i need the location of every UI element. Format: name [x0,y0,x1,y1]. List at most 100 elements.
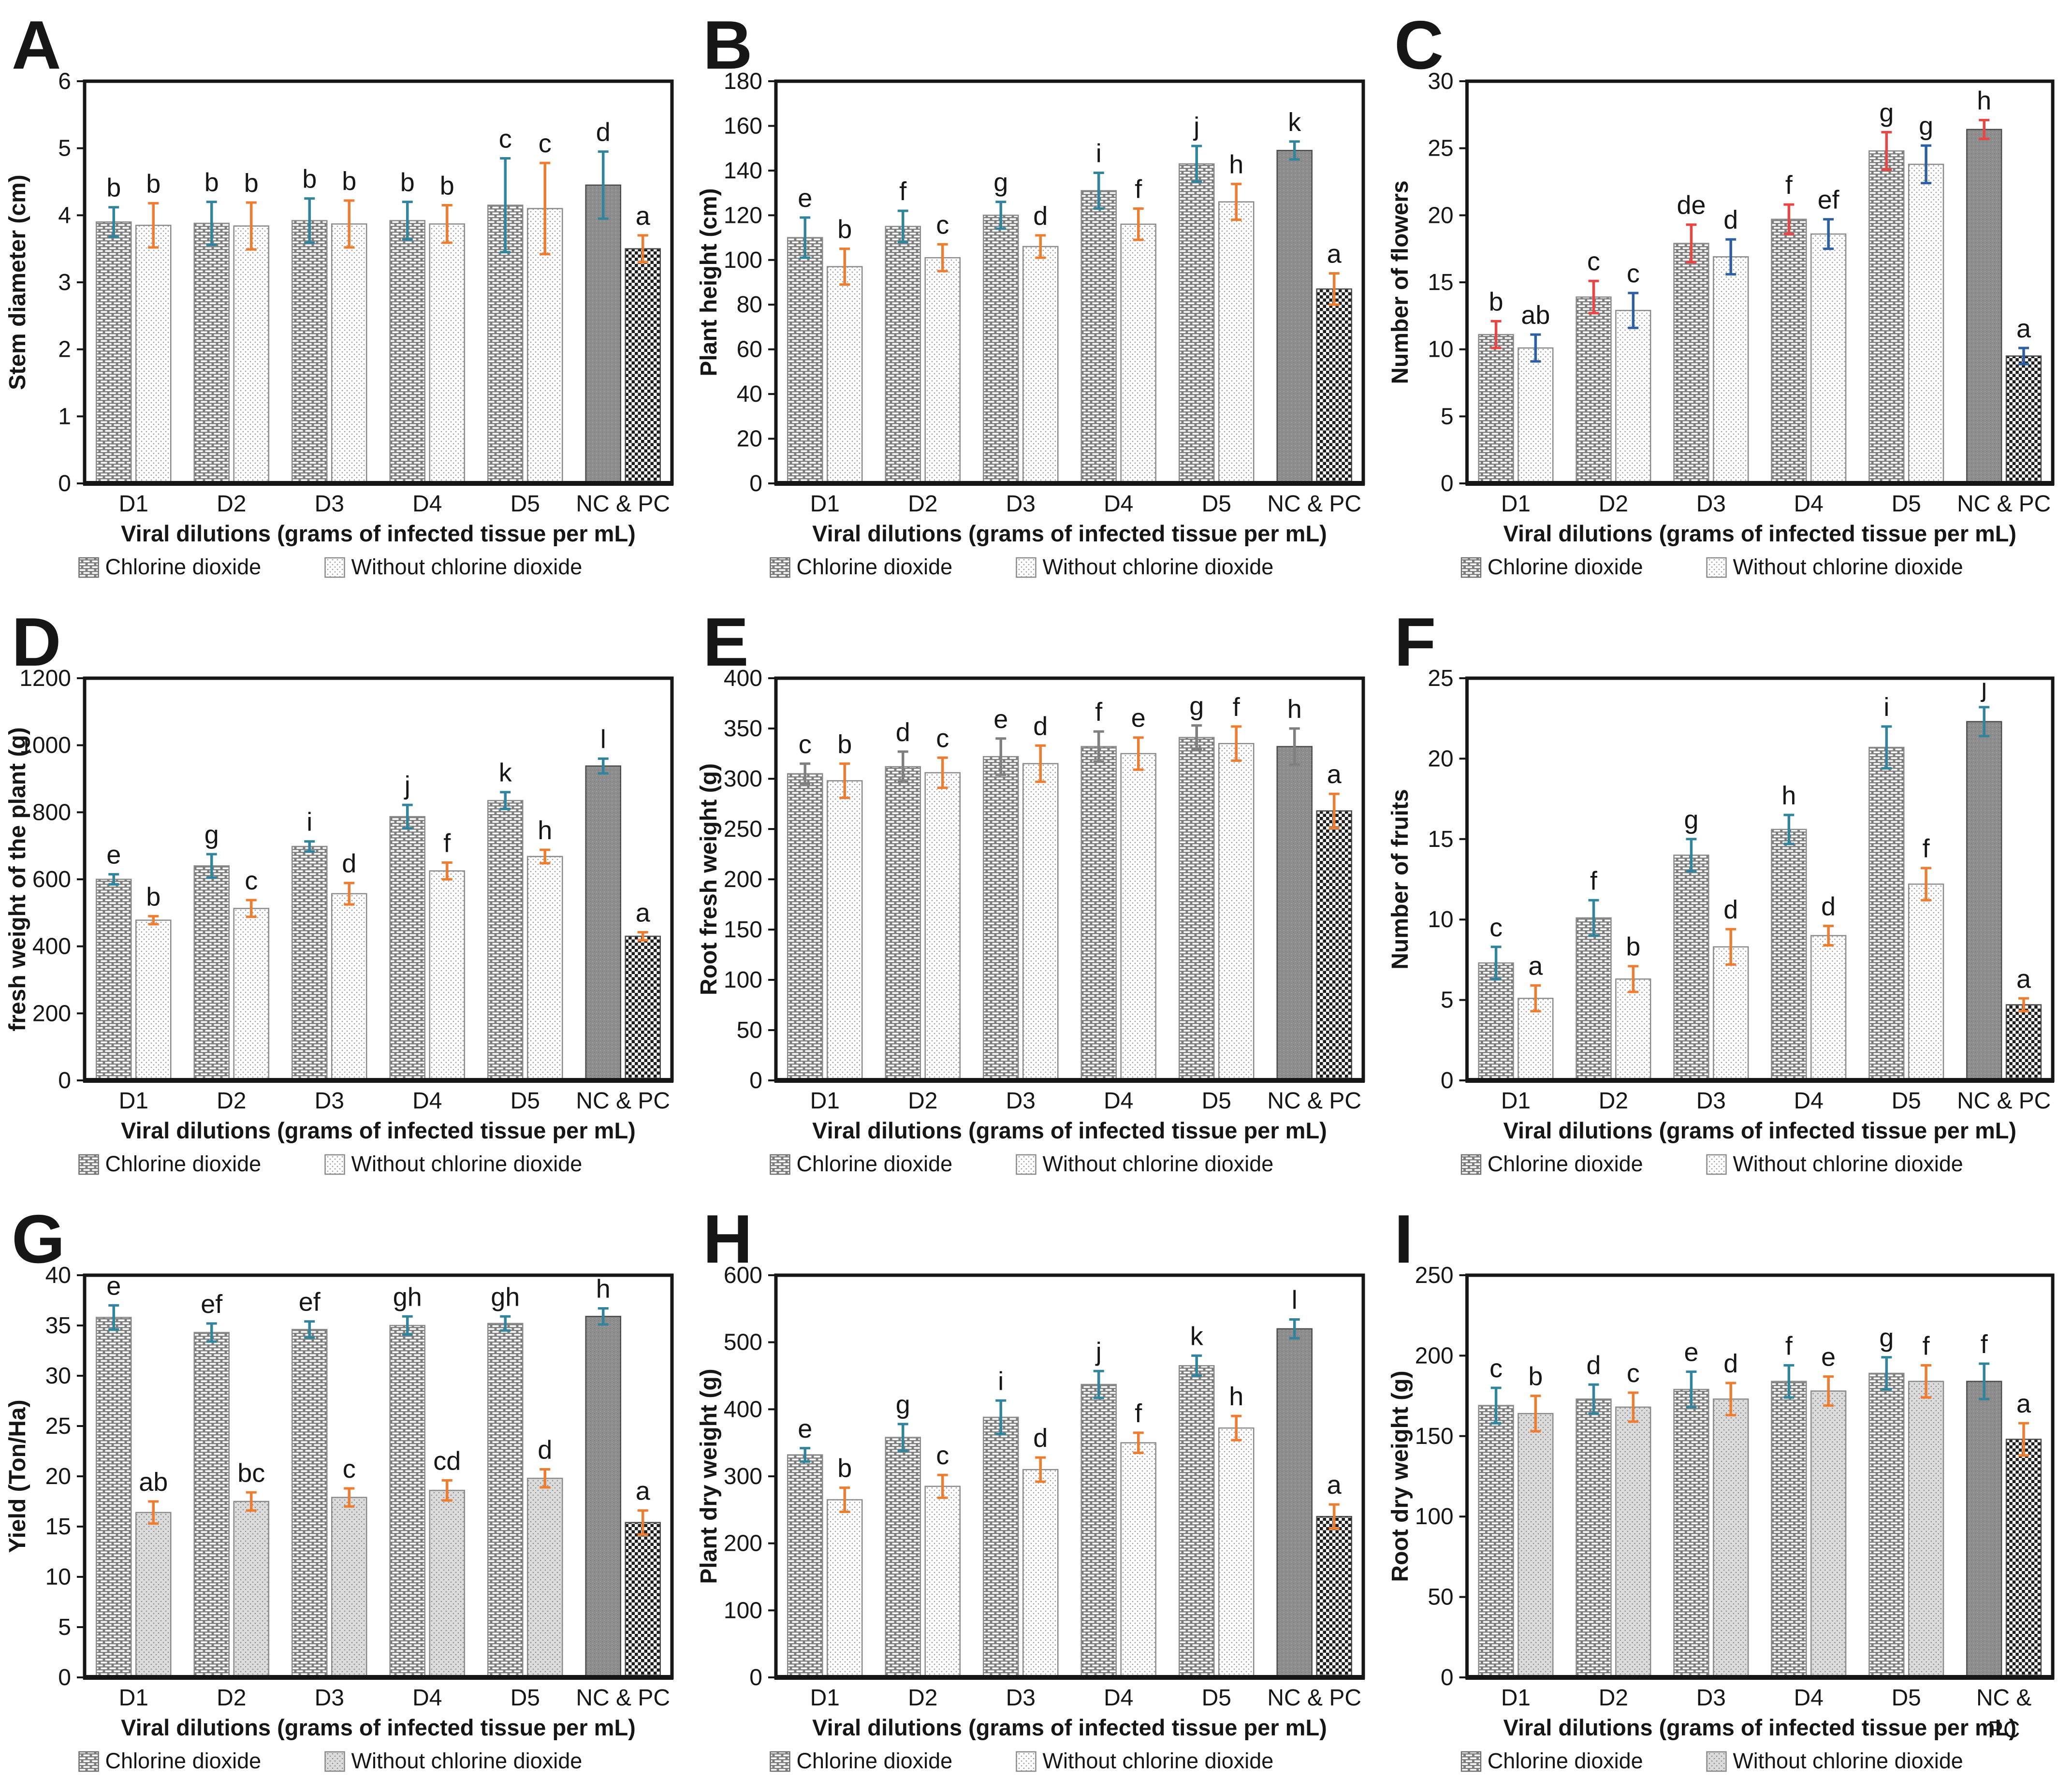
y-tick-label: 600 [724,1263,762,1288]
y-tick-label: 50 [1428,1585,1453,1610]
significance-letter: f [1981,1330,1988,1359]
x-tick-label: D2 [1599,1088,1628,1114]
bar-chlorine-dioxide-D5 [1868,746,1905,1081]
y-tick-label: 150 [724,917,762,943]
x-tick-label: D1 [810,1685,840,1711]
x-tick-label: D2 [908,491,937,517]
significance-letter: a [636,202,651,231]
significance-letter: c [539,129,552,158]
x-tick-label: NC & PC [1957,1088,2051,1114]
significance-letter: h [1287,695,1302,724]
significance-letter: l [1292,1286,1298,1315]
bar-without-chlorine-dioxide-D4 [429,223,465,484]
legend-swatch-without-chlorine-dioxide [324,1751,345,1772]
x-axis-title: Viral dilutions (grams of infected tissu… [121,1118,636,1143]
x-axis-title: Viral dilutions (grams of infected tissu… [121,521,636,546]
x-tick-label: D5 [1202,1685,1231,1711]
chart-panel-h: H 0 100 200 300 400 500 600 Plant dry weight (g)… [691,1194,1383,1791]
x-tick-label: NC & PC [1267,491,1361,517]
y-tick-label: 25 [45,1413,71,1439]
x-tick-label: D3 [1006,491,1036,517]
bar-chart-fresh-weight: D 0 200 400 600 800 1000 1200 fresh weight of th… [5,604,674,1176]
bar-chlorine-dioxide-D5 [1179,163,1215,484]
significance-letter: b [1489,287,1503,316]
significance-letter: j [1193,112,1199,141]
y-tick-label: 2 [58,337,71,363]
legend-label-without-chlorine-dioxide: Without chlorine dioxide [1733,1748,1963,1773]
significance-letter: i [1883,693,1889,722]
bar-chlorine-dioxide-D1 [96,878,132,1081]
bar-chlorine-dioxide-D3 [292,220,328,484]
legend-swatch-without-chlorine-dioxide [1016,557,1036,578]
x-tick-label: D3 [1696,1685,1726,1711]
x-axis-title: Viral dilutions (grams of infected tissu… [1503,521,2016,546]
bar-without-chlorine-dioxide-D2 [1615,1406,1651,1678]
significance-letter: e [798,184,812,213]
bar-chlorine-dioxide-D5 [487,1323,524,1678]
y-tick-label: 100 [724,1598,762,1623]
significance-letter: d [1723,1349,1738,1378]
y-tick-label: 250 [1415,1263,1454,1288]
significance-letter: g [1879,1324,1894,1353]
bar-without-chlorine-dioxide-D3 [1713,1398,1749,1678]
bar-chlorine-dioxide-D5 [1868,1372,1905,1678]
x-tick-label: D2 [908,1088,937,1114]
significance-letter: g [896,1390,910,1419]
significance-letter: c [499,124,512,153]
significance-letter: c [1489,1354,1503,1383]
bar-chlorine-dioxide-NCPC [1276,746,1313,1081]
y-tick-label: 100 [1415,1504,1454,1529]
y-tick-label: 40 [45,1263,71,1288]
y-tick-label: 200 [32,1001,71,1026]
significance-letter: g [1919,112,1933,141]
x-tick-label: D1 [119,491,148,517]
y-axis-title: Stem diameter (cm) [5,175,30,390]
x-tick-label: D3 [1696,1088,1726,1114]
significance-letter: l [600,725,606,754]
x-axis-title: Viral dilutions (grams of infected tissu… [1503,1715,2016,1740]
significance-letter: a [2016,1389,2031,1418]
bar-chlorine-dioxide-NCPC [585,765,621,1081]
significance-letter: d [538,1435,552,1464]
panel-letter: E [703,604,749,681]
y-tick-label: 30 [45,1363,71,1389]
bar-chlorine-dioxide-D3 [983,1416,1019,1678]
bar-without-chlorine-dioxide-D2 [1615,978,1651,1081]
y-tick-label: 200 [1415,1343,1454,1369]
y-tick-label: 35 [45,1313,71,1339]
y-tick-label: 40 [737,381,762,407]
y-tick-label: 20 [1428,746,1453,772]
bar-without-chlorine-dioxide-D2 [233,1500,269,1678]
significance-letter: b [440,172,454,201]
legend-swatch-chlorine-dioxide [770,557,790,578]
legend-label-without-chlorine-dioxide: Without chlorine dioxide [1733,554,1963,579]
legend-label-without-chlorine-dioxide: Without chlorine dioxide [351,1151,583,1176]
y-tick-label: 1000 [19,733,71,758]
bar-chlorine-dioxide-D1 [1478,334,1514,484]
significance-letter: h [1781,781,1796,810]
x-tick-label: D5 [511,491,540,517]
significance-letter: c [1627,1359,1640,1388]
bar-chlorine-dioxide-D3 [292,1329,328,1678]
bar-chlorine-dioxide-NCPC [1276,150,1313,484]
bar-without-chlorine-dioxide-D3 [1022,246,1059,484]
significance-letter: e [1684,1338,1698,1367]
bar-without-chlorine-dioxide-D5 [527,1477,563,1678]
bar-without-chlorine-dioxide-D2 [233,908,269,1081]
x-tick-label: D2 [217,1088,246,1114]
bar-without-chlorine-dioxide-D4 [429,1489,465,1678]
legend-label-chlorine-dioxide: Chlorine dioxide [105,1748,262,1773]
significance-letter: f [1135,1399,1142,1428]
x-tick-label: D1 [1501,491,1531,517]
y-tick-label: 1 [58,404,71,429]
significance-letter: h [1977,86,1991,115]
y-tick-label: 300 [724,1464,762,1489]
legend-label-without-chlorine-dioxide: Without chlorine dioxide [351,1748,583,1773]
significance-letter: a [636,1477,651,1506]
bar-without-chlorine-dioxide-D4 [1120,1442,1156,1678]
x-tick-label: D5 [511,1685,540,1711]
bar-without-chlorine-dioxide-NCPC [625,248,661,484]
significance-letter: d [1821,892,1836,921]
y-tick-label: 400 [724,666,762,691]
legend-label-chlorine-dioxide: Chlorine dioxide [797,1151,953,1176]
